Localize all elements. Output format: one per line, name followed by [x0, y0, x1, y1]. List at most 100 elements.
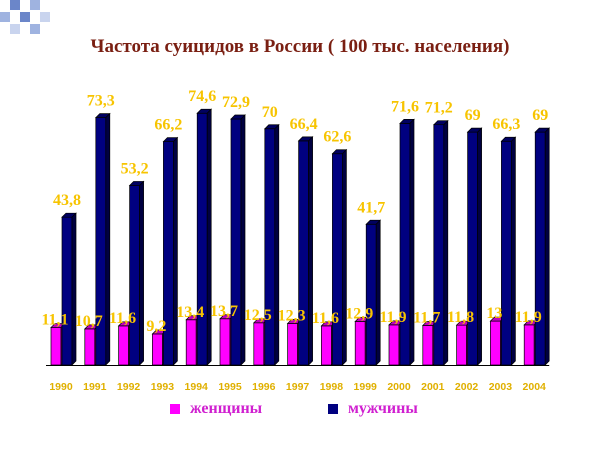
bar-men-2000	[399, 118, 415, 366]
bar-front	[456, 324, 467, 366]
bar-men-2001	[432, 119, 449, 366]
bar-men-2002	[466, 127, 483, 366]
data-label-women-2000: 11,9	[379, 309, 406, 326]
x-tick-label-1994: 1994	[185, 381, 209, 393]
legend-item-women: женщины	[170, 400, 262, 418]
data-label-men-2003: 66,3	[492, 116, 520, 133]
data-label-men-1992: 53,2	[121, 160, 149, 177]
bar-front	[490, 320, 501, 366]
bar-side	[308, 136, 313, 366]
bar-side	[511, 136, 516, 366]
bar-front	[534, 131, 546, 366]
legend-label-men: мужчины	[348, 400, 418, 417]
data-label-men-1998: 62,6	[323, 129, 351, 146]
bar-front	[422, 325, 434, 366]
data-label-men-1990: 43,8	[53, 192, 81, 209]
bar-front	[523, 324, 535, 366]
x-tick-label-1990: 1990	[49, 381, 73, 393]
data-label-men-2000: 71,6	[391, 98, 419, 115]
data-label-men-1991: 73,3	[87, 93, 115, 110]
bar-men-1996	[263, 123, 280, 366]
bar-men-1995	[230, 114, 246, 366]
x-tick-label-2002: 2002	[455, 381, 479, 393]
bar-men-1997	[297, 136, 314, 366]
bar-men-1998	[331, 148, 348, 366]
bar-front	[219, 318, 231, 366]
bar-side	[274, 123, 280, 366]
chart-legend: женщины мужчины	[0, 400, 600, 428]
x-tick-label-1997: 1997	[286, 381, 310, 393]
bar-front	[264, 128, 276, 366]
bar-front	[501, 140, 512, 366]
bar-front	[467, 131, 478, 366]
bar-front	[354, 321, 366, 366]
data-label-men-1997: 66,4	[290, 116, 318, 133]
legend-swatch-men	[328, 404, 338, 414]
bar-men-2004	[534, 127, 551, 366]
data-label-women-1996: 12,5	[244, 307, 272, 324]
bar-side	[544, 127, 550, 366]
x-tick-label-1992: 1992	[117, 381, 141, 393]
data-label-men-1995: 72,9	[222, 94, 250, 111]
bar-front	[388, 324, 400, 366]
bar-front	[332, 153, 343, 366]
x-tick-label-2003: 2003	[489, 381, 513, 393]
x-tick-label-2001: 2001	[421, 381, 445, 393]
data-label-men-1996: 70	[262, 104, 278, 121]
chart-title: Частота суицидов в России ( 100 тыс. нас…	[90, 36, 510, 57]
data-label-women-1999: 12,9	[345, 305, 373, 322]
bar-front	[298, 140, 309, 366]
bar-men-2003	[500, 136, 517, 366]
legend-label-women: женщины	[190, 400, 263, 417]
data-label-women-2001: 11,7	[413, 310, 440, 327]
bar-men-1994	[196, 108, 213, 366]
bar-side	[443, 119, 449, 366]
x-tick-label-2000: 2000	[387, 381, 411, 393]
bar-front	[61, 216, 73, 366]
bar-side	[173, 136, 178, 366]
bar-front	[321, 325, 332, 366]
data-label-women-2002: 11,8	[447, 309, 474, 326]
bar-side	[375, 219, 381, 366]
data-label-women-1997: 12,3	[278, 307, 306, 324]
data-label-women-2003: 13	[486, 305, 502, 322]
x-tick-label-1999: 1999	[354, 381, 378, 393]
bar-front	[365, 223, 377, 366]
data-label-women-1993: 9,2	[146, 318, 166, 335]
x-tick-label-1991: 1991	[83, 381, 107, 393]
bar-men-1991	[94, 112, 111, 366]
data-label-women-1994: 13,4	[176, 304, 204, 321]
data-label-men-2004: 69	[532, 107, 548, 124]
bar-men-1993	[162, 136, 179, 366]
bar-front	[118, 325, 129, 366]
bar-side	[105, 112, 111, 366]
bar-front	[84, 328, 96, 366]
bar-front	[185, 319, 197, 366]
legend-item-men: мужчины	[328, 400, 418, 418]
x-tick-label-1995: 1995	[218, 381, 242, 393]
bar-side	[477, 127, 482, 366]
bar-front	[152, 333, 163, 366]
bar-side	[71, 212, 77, 366]
data-label-women-1991: 10,7	[75, 313, 103, 330]
bar-front	[399, 122, 411, 366]
bar-front	[50, 327, 62, 366]
data-label-women-1992: 11,6	[109, 310, 136, 327]
bar-side	[342, 148, 347, 366]
bar-men-1999	[365, 219, 382, 366]
data-label-women-1990: 11,1	[41, 312, 68, 329]
bar-men-1992	[128, 180, 145, 366]
bar-side	[409, 118, 415, 366]
bar-side	[206, 108, 212, 366]
bar-front	[129, 185, 140, 366]
bar-front	[433, 124, 445, 366]
x-tick-label-1998: 1998	[320, 381, 344, 393]
x-tick-label-1996: 1996	[252, 381, 276, 393]
data-label-men-2002: 69	[465, 107, 481, 124]
bar-front	[230, 118, 242, 366]
data-label-men-1993: 66,2	[154, 117, 182, 134]
x-tick-label-1993: 1993	[151, 381, 175, 393]
bar-front	[196, 112, 208, 366]
bar-front	[287, 323, 298, 366]
